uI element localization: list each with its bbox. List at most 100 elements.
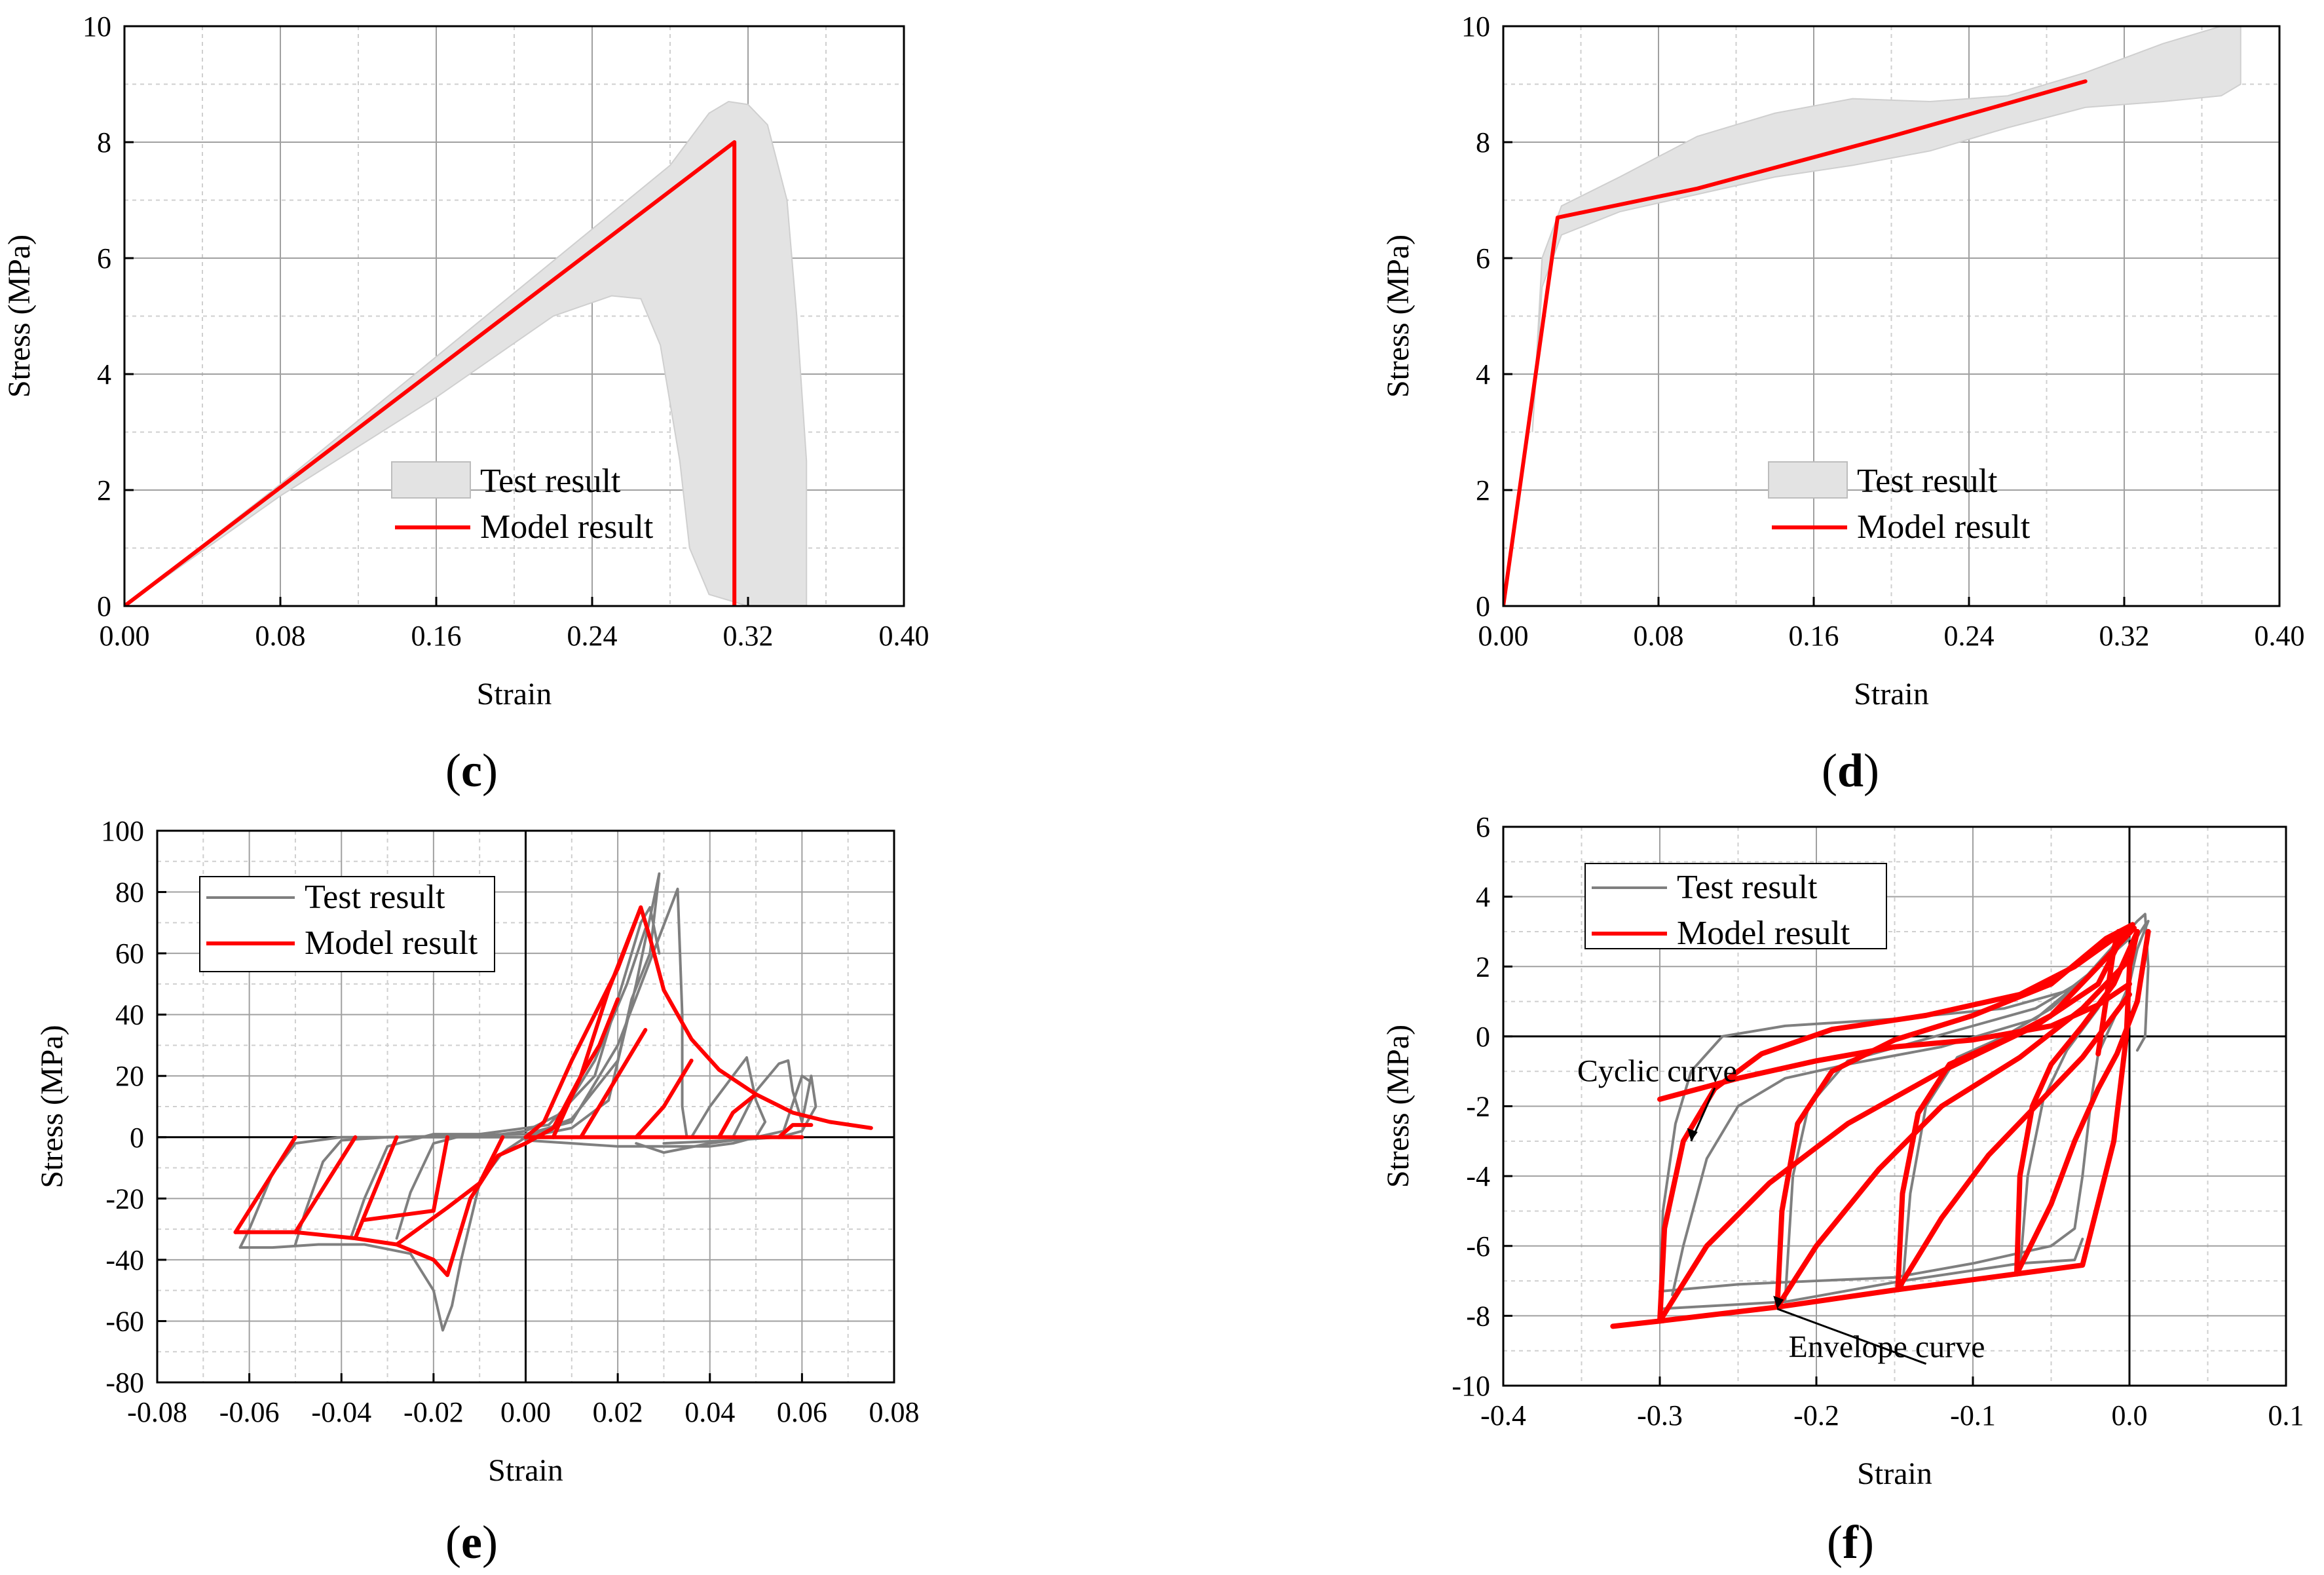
y-tick-label: 0: [130, 1122, 144, 1154]
x-tick-label: -0.1: [1950, 1399, 1996, 1432]
y-tick-label: 20: [115, 1060, 144, 1092]
legend-c: Test result Model result: [391, 461, 654, 546]
annotation-label: Cyclic curve: [1577, 1054, 1737, 1089]
x-tick-label: -0.06: [219, 1396, 280, 1428]
x-axis-label: Strain: [1854, 677, 1929, 712]
model-result-line: [2095, 928, 2122, 1057]
legend-swatch-band: [391, 461, 471, 499]
x-tick-label: 0.16: [411, 620, 462, 652]
x-tick-label: 0.24: [567, 620, 618, 652]
x-tick-label: 0.24: [1944, 620, 1995, 652]
legend-swatch-band: [1768, 461, 1848, 499]
y-axis-label: Stress (MPa): [1381, 1025, 1415, 1188]
chart-d: 0.00 0.08 0.16 0.24 0.32 0.40 0 2 4 6 8 10 Strain Str…: [1381, 10, 2305, 712]
annotation-arrowhead: [1773, 1295, 1784, 1309]
x-tick-label: 0.0: [2112, 1399, 2148, 1432]
legend-label: Test result: [1677, 869, 1818, 906]
model-result-line: [2014, 928, 2151, 1277]
y-tick-label: -10: [1452, 1370, 1490, 1402]
model-result-line: [1503, 79, 2088, 606]
y-tick-label: -60: [105, 1305, 144, 1337]
y-tick-label: 60: [115, 938, 144, 970]
chart-e: -0.08 -0.06 -0.04 -0.02 0.00 0.02 0.04 0.06 0.08…: [35, 815, 920, 1488]
y-tick-label: 4: [1476, 358, 1490, 390]
legend-box: [199, 876, 495, 972]
x-tick-label: 0.00: [1478, 620, 1529, 652]
y-tick-label: -6: [1466, 1230, 1490, 1262]
test-result-line: [395, 927, 647, 1240]
y-tick-label: 2: [1476, 951, 1490, 983]
legend-label: Test result: [480, 463, 621, 500]
x-tick-label: -0.3: [1637, 1399, 1683, 1432]
y-tick-label: -80: [105, 1367, 144, 1399]
y-axis-label: Stress (MPa): [1381, 235, 1415, 398]
y-tick-label: 6: [1476, 242, 1490, 275]
model-result-line: [124, 140, 737, 606]
y-tick-label: -4: [1466, 1160, 1490, 1192]
y-tick-label: 8: [1476, 126, 1490, 159]
model-result-line: [717, 1092, 759, 1139]
legend-label: Test result: [305, 879, 445, 916]
y-tick-label: 0: [97, 590, 111, 622]
model-result-line: [362, 1135, 449, 1223]
y-axis-label: Stress (MPa): [2, 235, 37, 398]
x-tick-label: 0.40: [2255, 620, 2305, 652]
plot-area-f: [1503, 827, 2286, 1386]
annotation-arrowhead: [1687, 1128, 1698, 1141]
y-tick-label: 0: [1476, 1021, 1490, 1053]
x-tick-label: 0.08: [1634, 620, 1684, 652]
test-result-band: [1531, 26, 2241, 432]
model-result-line: [1657, 925, 2132, 1324]
y-tick-label: 100: [101, 815, 144, 847]
plot-area-e: [157, 831, 894, 1382]
plot-area-c: [124, 101, 808, 606]
annotation: Envelope curve: [1773, 1295, 1985, 1365]
model-result-line: [551, 997, 620, 1139]
legend-e: Test result Model result: [199, 876, 495, 972]
legend-label: Model result: [1857, 508, 2031, 546]
legend-f: Test result Model result: [1584, 863, 1887, 952]
x-tick-label: -0.04: [311, 1396, 371, 1428]
panel-label-e: (e): [445, 1516, 498, 1568]
plot-frame-d: [1502, 25, 2281, 607]
y-tick-label: 0: [1476, 590, 1490, 622]
x-tick-label: -0.08: [127, 1396, 187, 1428]
model-result-line: [523, 905, 643, 1139]
test-result-line: [1659, 1238, 2084, 1310]
chart-f: -0.4 -0.3 -0.2 -0.1 0.0 0.1 -10 -8 -6 -4 -2 0 2 4 6 Str…: [1381, 811, 2304, 1491]
model-result-line: [1774, 957, 2132, 1310]
annotation: Cyclic curve: [1577, 1054, 1737, 1142]
y-tick-label: 10: [83, 10, 111, 43]
x-axis-label: Strain: [1857, 1456, 1932, 1491]
y-tick-label: 6: [1476, 811, 1490, 843]
model-result-line: [293, 1135, 358, 1234]
y-tick-label: 4: [97, 358, 111, 390]
x-tick-label: 0.00: [100, 620, 150, 652]
x-tick-label: 0.40: [879, 620, 929, 652]
annotation-label: Envelope curve: [1789, 1330, 1985, 1365]
y-tick-label: 8: [97, 126, 111, 159]
x-tick-label: 0.16: [1789, 620, 1839, 652]
legend-label: Model result: [1677, 915, 1850, 952]
y-tick-label: -40: [105, 1244, 144, 1276]
panel-label-f: (f): [1827, 1516, 1874, 1568]
test-result-line: [524, 1056, 767, 1148]
annotation-arrow: [1776, 1308, 1927, 1365]
legend-label: Model result: [305, 924, 478, 962]
grid-f: [1503, 827, 2286, 1386]
x-tick-label: 0.06: [777, 1396, 827, 1428]
x-tick-label: 0.02: [593, 1396, 643, 1428]
model-result-line: [1657, 981, 2132, 1102]
y-tick-label: 2: [97, 474, 111, 506]
model-result-line: [634, 1058, 694, 1139]
panel-label-c: (c): [445, 744, 498, 797]
model-result-line: [1895, 925, 2137, 1293]
x-tick-label: 0.08: [255, 620, 306, 652]
y-tick-label: 10: [1461, 10, 1490, 43]
model-result-line: [353, 1135, 399, 1241]
x-tick-label: -0.02: [403, 1396, 464, 1428]
model-result-line: [578, 1028, 648, 1139]
chart-c: 0.00 0.08 0.16 0.24 0.32 0.40 0 2 4 6 8 10 Strain Str…: [2, 10, 929, 712]
model-result-line: [1895, 991, 2132, 1293]
